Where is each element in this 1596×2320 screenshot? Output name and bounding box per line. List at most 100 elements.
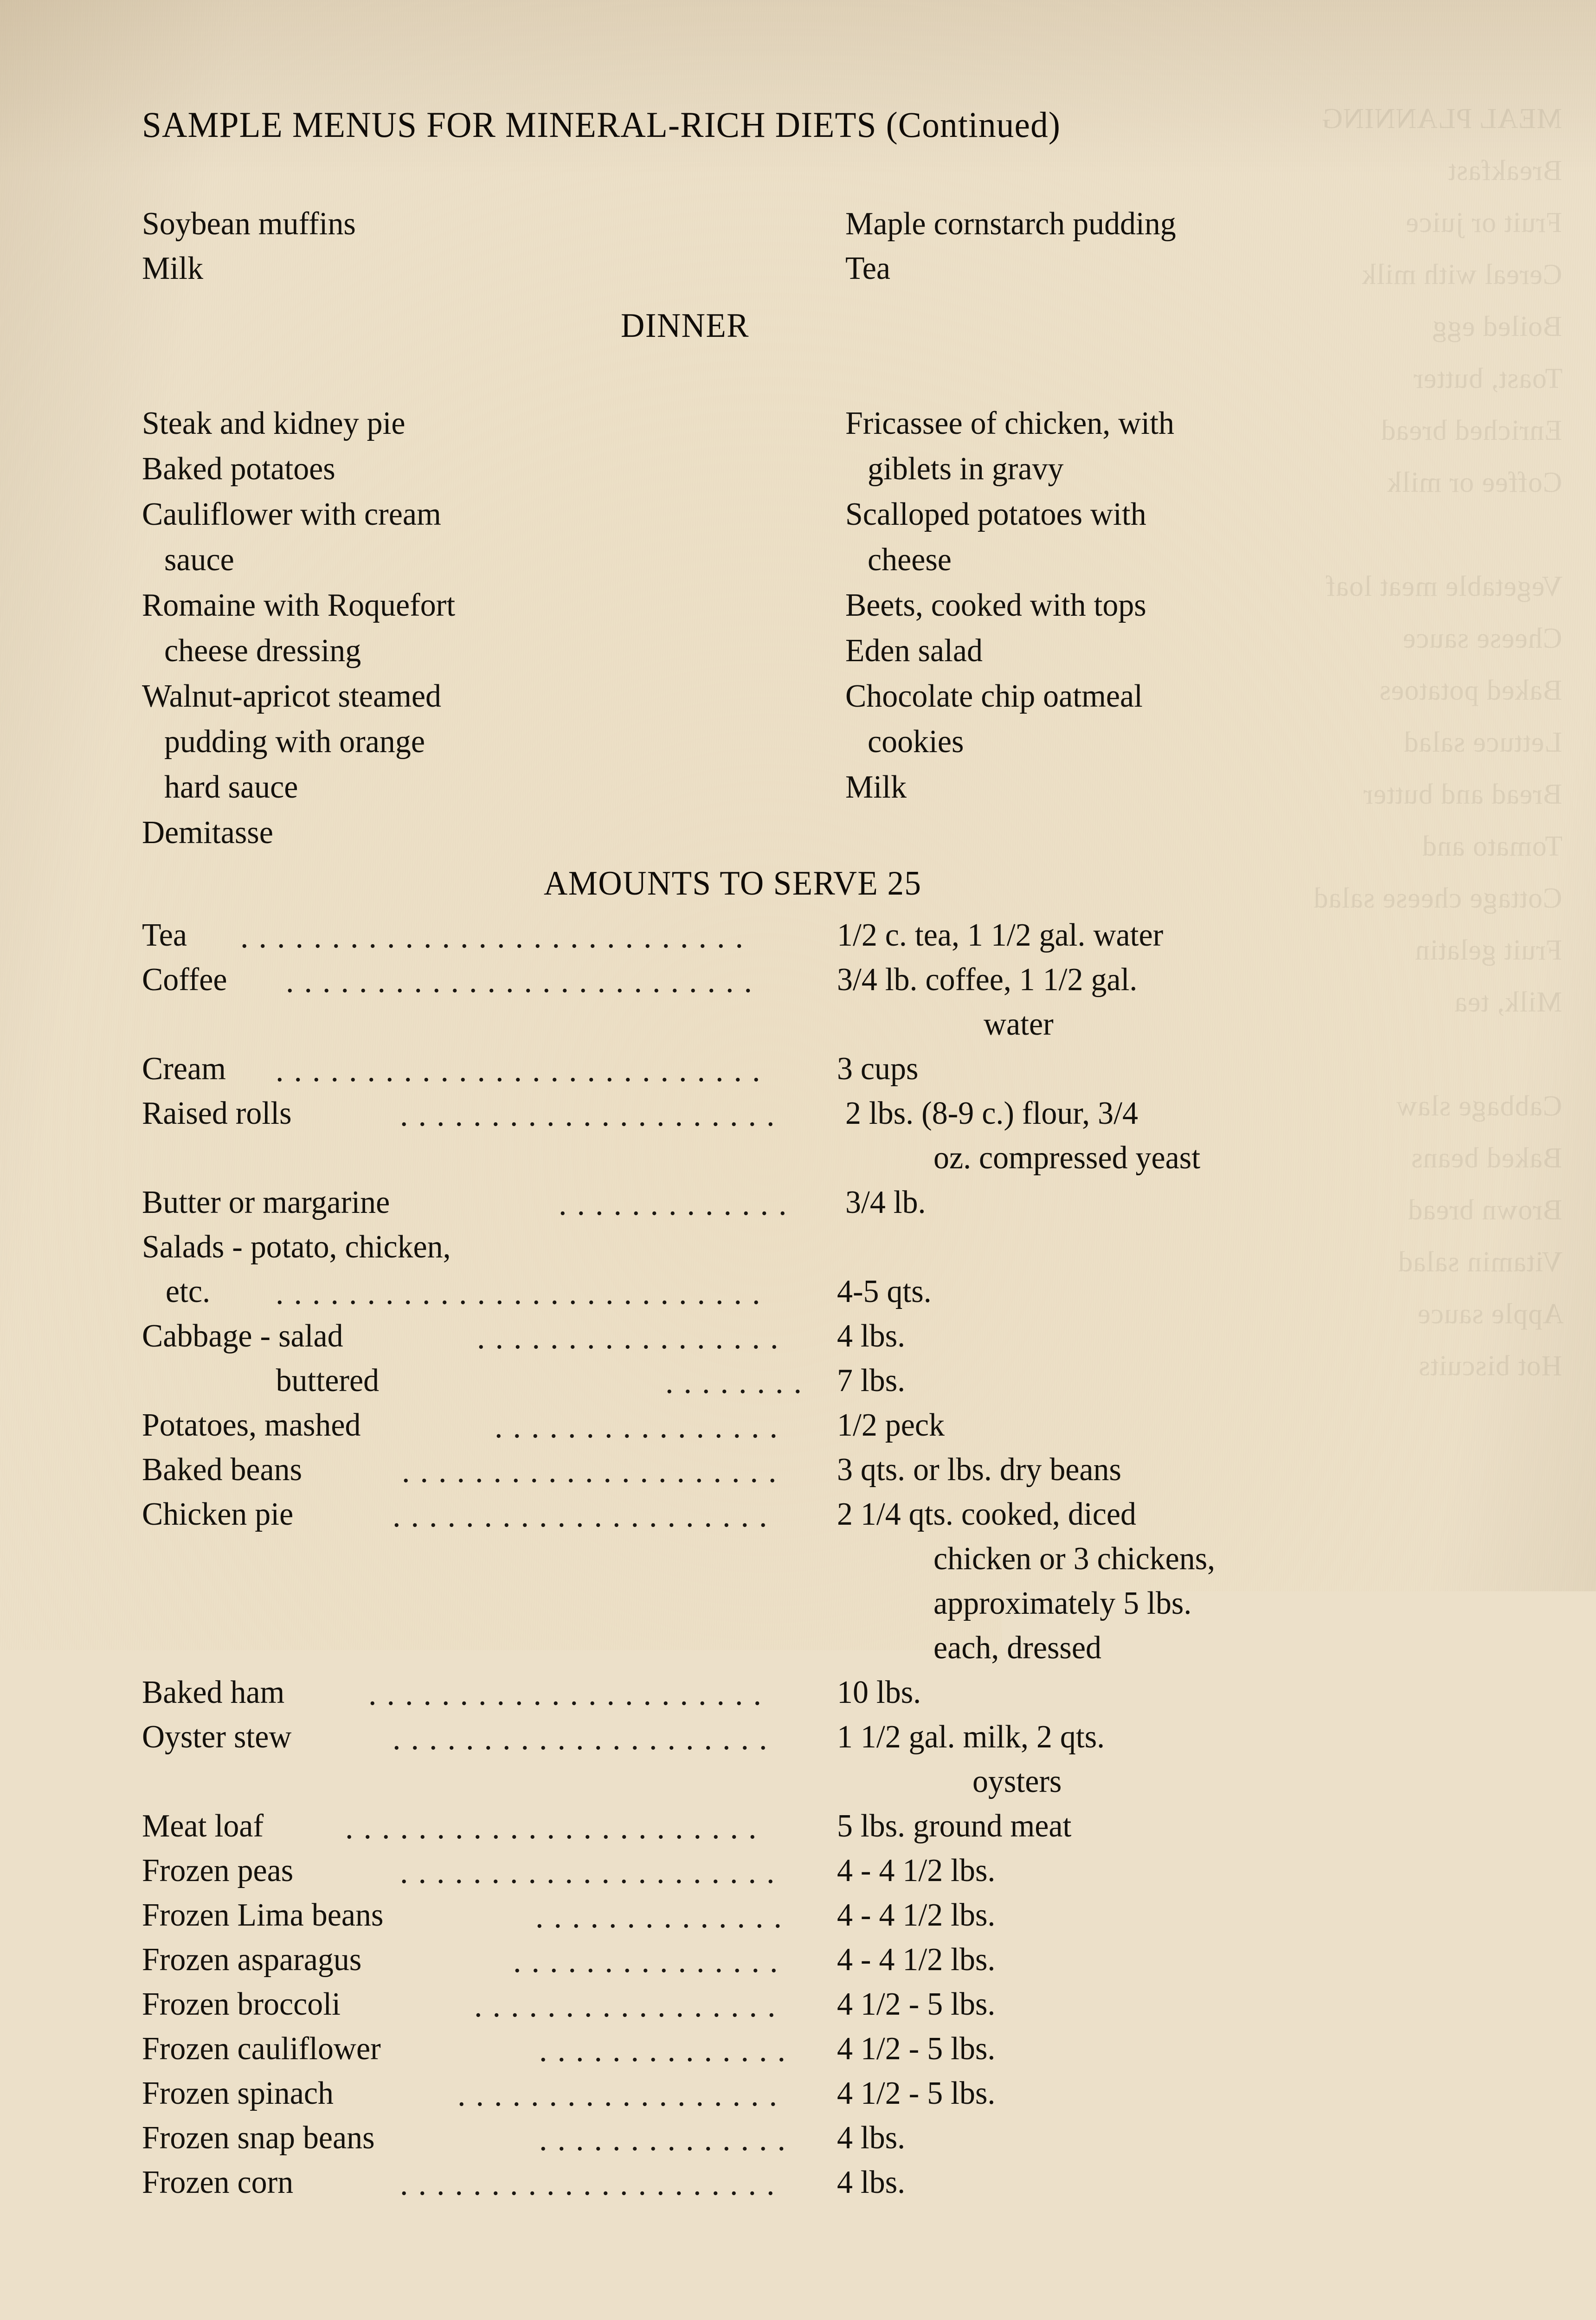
amount-item-value: 4 - 4 1/2 lbs.: [837, 1855, 995, 1886]
amount-row: Frozen Lima beans.............. 4 - 4 1/2…: [142, 1900, 1487, 1931]
amount-row: Raised rolls..................... 2 lbs. …: [142, 1098, 1487, 1129]
dinner-left-item: Romaine with Roquefort: [142, 589, 455, 622]
amount-item-value: 3/4 lb.: [845, 1187, 926, 1218]
amount-item-label: Baked ham: [142, 1677, 284, 1708]
amount-row: Cabbage - salad................. 4 lbs.: [142, 1321, 1487, 1352]
amount-item-value: 4 1/2 - 5 lbs.: [837, 1989, 995, 2020]
amount-item-label: Frozen corn: [142, 2167, 293, 2198]
amount-row: Frozen peas..................... 4 - 4 1/…: [142, 1855, 1487, 1886]
leader-dots: ...............: [513, 1946, 788, 1977]
amount-row: buttered........ 7 lbs.: [142, 1365, 1487, 1396]
amount-item-label: Tea: [142, 920, 187, 951]
leader-dots: .....................: [393, 1723, 778, 1754]
leader-dots: ..............: [539, 2124, 796, 2155]
dinner-right-item: giblets in gravy: [868, 453, 1063, 485]
leader-dots: .......................: [345, 1812, 767, 1843]
amount-item-label: Cream: [142, 1053, 226, 1084]
leader-dots: .....................: [402, 1456, 787, 1487]
amount-value-continuation: oysters: [972, 1766, 1062, 1797]
amount-row-continuation: chicken or 3 chickens,: [142, 1543, 1487, 1574]
leader-dots: ..........................: [286, 966, 762, 997]
amount-row: Baked beans..................... 3 qts. o…: [142, 1454, 1487, 1485]
dinner-left-item: Demitasse: [142, 817, 273, 849]
amount-row: Tea............................ 1/2 c. te…: [142, 920, 1487, 951]
lunch-tail-right-item: Maple cornstarch pudding: [845, 208, 1176, 240]
amount-item-label: Raised rolls: [142, 1098, 291, 1129]
amount-row: Frozen cauliflower.............. 4 1/2 - …: [142, 2033, 1487, 2064]
amount-row: Butter or margarine............. 3/4 lb.: [142, 1187, 1487, 1218]
amount-item-label: Coffee: [142, 964, 227, 995]
amount-item-label: Oyster stew: [142, 1721, 291, 1753]
leader-dots: ........: [665, 1367, 812, 1398]
amount-item-value: 1/2 c. tea, 1 1/2 gal. water: [837, 920, 1163, 951]
amount-item-label: etc.: [142, 1276, 210, 1307]
leader-dots: .....................: [400, 1857, 785, 1888]
leader-dots: .....................: [400, 1100, 785, 1131]
amount-row-continuation: oz. compressed yeast: [142, 1142, 1487, 1173]
dinner-right-item: Beets, cooked with tops: [845, 589, 1146, 622]
amounts-section-heading: AMOUNTS TO SERVE 25: [544, 864, 921, 903]
dinner-left-item: pudding with orange: [164, 726, 425, 758]
amount-item-label: buttered: [142, 1365, 379, 1396]
amount-item-label: Frozen asparagus: [142, 1944, 361, 1975]
amount-item-value: 7 lbs.: [837, 1365, 905, 1396]
amount-item-label: Salads - potato, chicken,: [142, 1231, 451, 1263]
amount-row: Frozen corn..................... 4 lbs.: [142, 2167, 1487, 2198]
amount-item-label: Frozen peas: [142, 1855, 293, 1886]
amount-value-continuation: water: [984, 1009, 1054, 1040]
lunch-tail-left-item: Soybean muffins: [142, 208, 356, 240]
amount-value-continuation: approximately 5 lbs.: [933, 1588, 1191, 1619]
amount-item-label: Frozen snap beans: [142, 2122, 375, 2153]
lunch-tail-right-item: Tea: [845, 252, 890, 285]
dinner-left-item: hard sauce: [164, 771, 298, 804]
amount-item-value: 1/2 peck: [837, 1410, 945, 1441]
page-title: SAMPLE MENUS FOR MINERAL-RICH DIETS (Con…: [142, 104, 1061, 146]
amount-row-continuation: approximately 5 lbs.: [142, 1588, 1487, 1619]
leader-dots: ............................: [240, 922, 753, 953]
leader-dots: .....................: [393, 1501, 778, 1532]
amount-row: Salads - potato, chicken,: [142, 1231, 1487, 1263]
amount-item-value: 4 - 4 1/2 lbs.: [837, 1944, 995, 1975]
leader-dots: ...........................: [276, 1055, 771, 1086]
lunch-tail-left-item: Milk: [142, 252, 203, 285]
amount-row: Coffee.......................... 3/4 lb. …: [142, 964, 1487, 995]
amount-item-value: 4 - 4 1/2 lbs.: [837, 1900, 995, 1931]
amount-row: Meat loaf....................... 5 lbs. g…: [142, 1811, 1487, 1842]
leader-dots: .................: [477, 1322, 789, 1353]
amount-item-label: Frozen cauliflower: [142, 2033, 381, 2064]
amount-row: etc............................ 4-5 qts.: [142, 1276, 1487, 1307]
scanned-page: MEAL PLANNING Breakfast Fruit or juice C…: [0, 0, 1596, 2320]
leader-dots: ..................: [457, 2080, 787, 2111]
leader-dots: .................: [474, 1991, 786, 2022]
amount-item-value: 3 cups: [837, 1053, 918, 1084]
leader-dots: ..............: [539, 2035, 796, 2066]
amount-row: Cream........................... 3 cups: [142, 1053, 1487, 1084]
amount-item-label: Potatoes, mashed: [142, 1410, 360, 1441]
amount-item-value: 4 lbs.: [837, 2167, 905, 2198]
dinner-right-item: Eden salad: [845, 635, 983, 667]
amount-item-value: 4 lbs.: [837, 1321, 905, 1352]
dinner-right-item: cheese: [868, 544, 952, 576]
dinner-right-item: Milk: [845, 771, 907, 804]
amount-item-value: 2 lbs. (8-9 c.) flour, 3/4: [845, 1098, 1138, 1129]
dinner-left-item: Baked potatoes: [142, 453, 335, 485]
amount-row: Frozen asparagus............... 4 - 4 1/2…: [142, 1944, 1487, 1975]
dinner-right-item: Chocolate chip oatmeal: [845, 680, 1143, 713]
amount-item-label: Meat loaf: [142, 1811, 264, 1842]
amount-row: Frozen snap beans.............. 4 lbs.: [142, 2122, 1487, 2153]
dinner-section-heading: DINNER: [621, 306, 749, 346]
dinner-left-item: Walnut-apricot steamed: [142, 680, 441, 713]
amount-row: Oyster stew..................... 1 1/2 ga…: [142, 1721, 1487, 1753]
amount-value-continuation: chicken or 3 chickens,: [933, 1543, 1215, 1574]
leader-dots: ..............: [535, 1901, 792, 1933]
amount-value-continuation: each, dressed: [933, 1632, 1101, 1663]
amount-row: Baked ham...................... 10 lbs.: [142, 1677, 1487, 1708]
amount-item-value: 3/4 lb. coffee, 1 1/2 gal.: [837, 964, 1137, 995]
amount-row: Chicken pie..................... 2 1/4 qt…: [142, 1499, 1487, 1530]
amount-item-label: Frozen Lima beans: [142, 1900, 383, 1931]
dinner-left-item: cheese dressing: [164, 635, 361, 667]
amount-row-continuation: each, dressed: [142, 1632, 1487, 1663]
amount-item-label: Frozen spinach: [142, 2078, 334, 2109]
amount-row-continuation: oysters: [142, 1766, 1487, 1797]
leader-dots: ......................: [368, 1679, 772, 1710]
